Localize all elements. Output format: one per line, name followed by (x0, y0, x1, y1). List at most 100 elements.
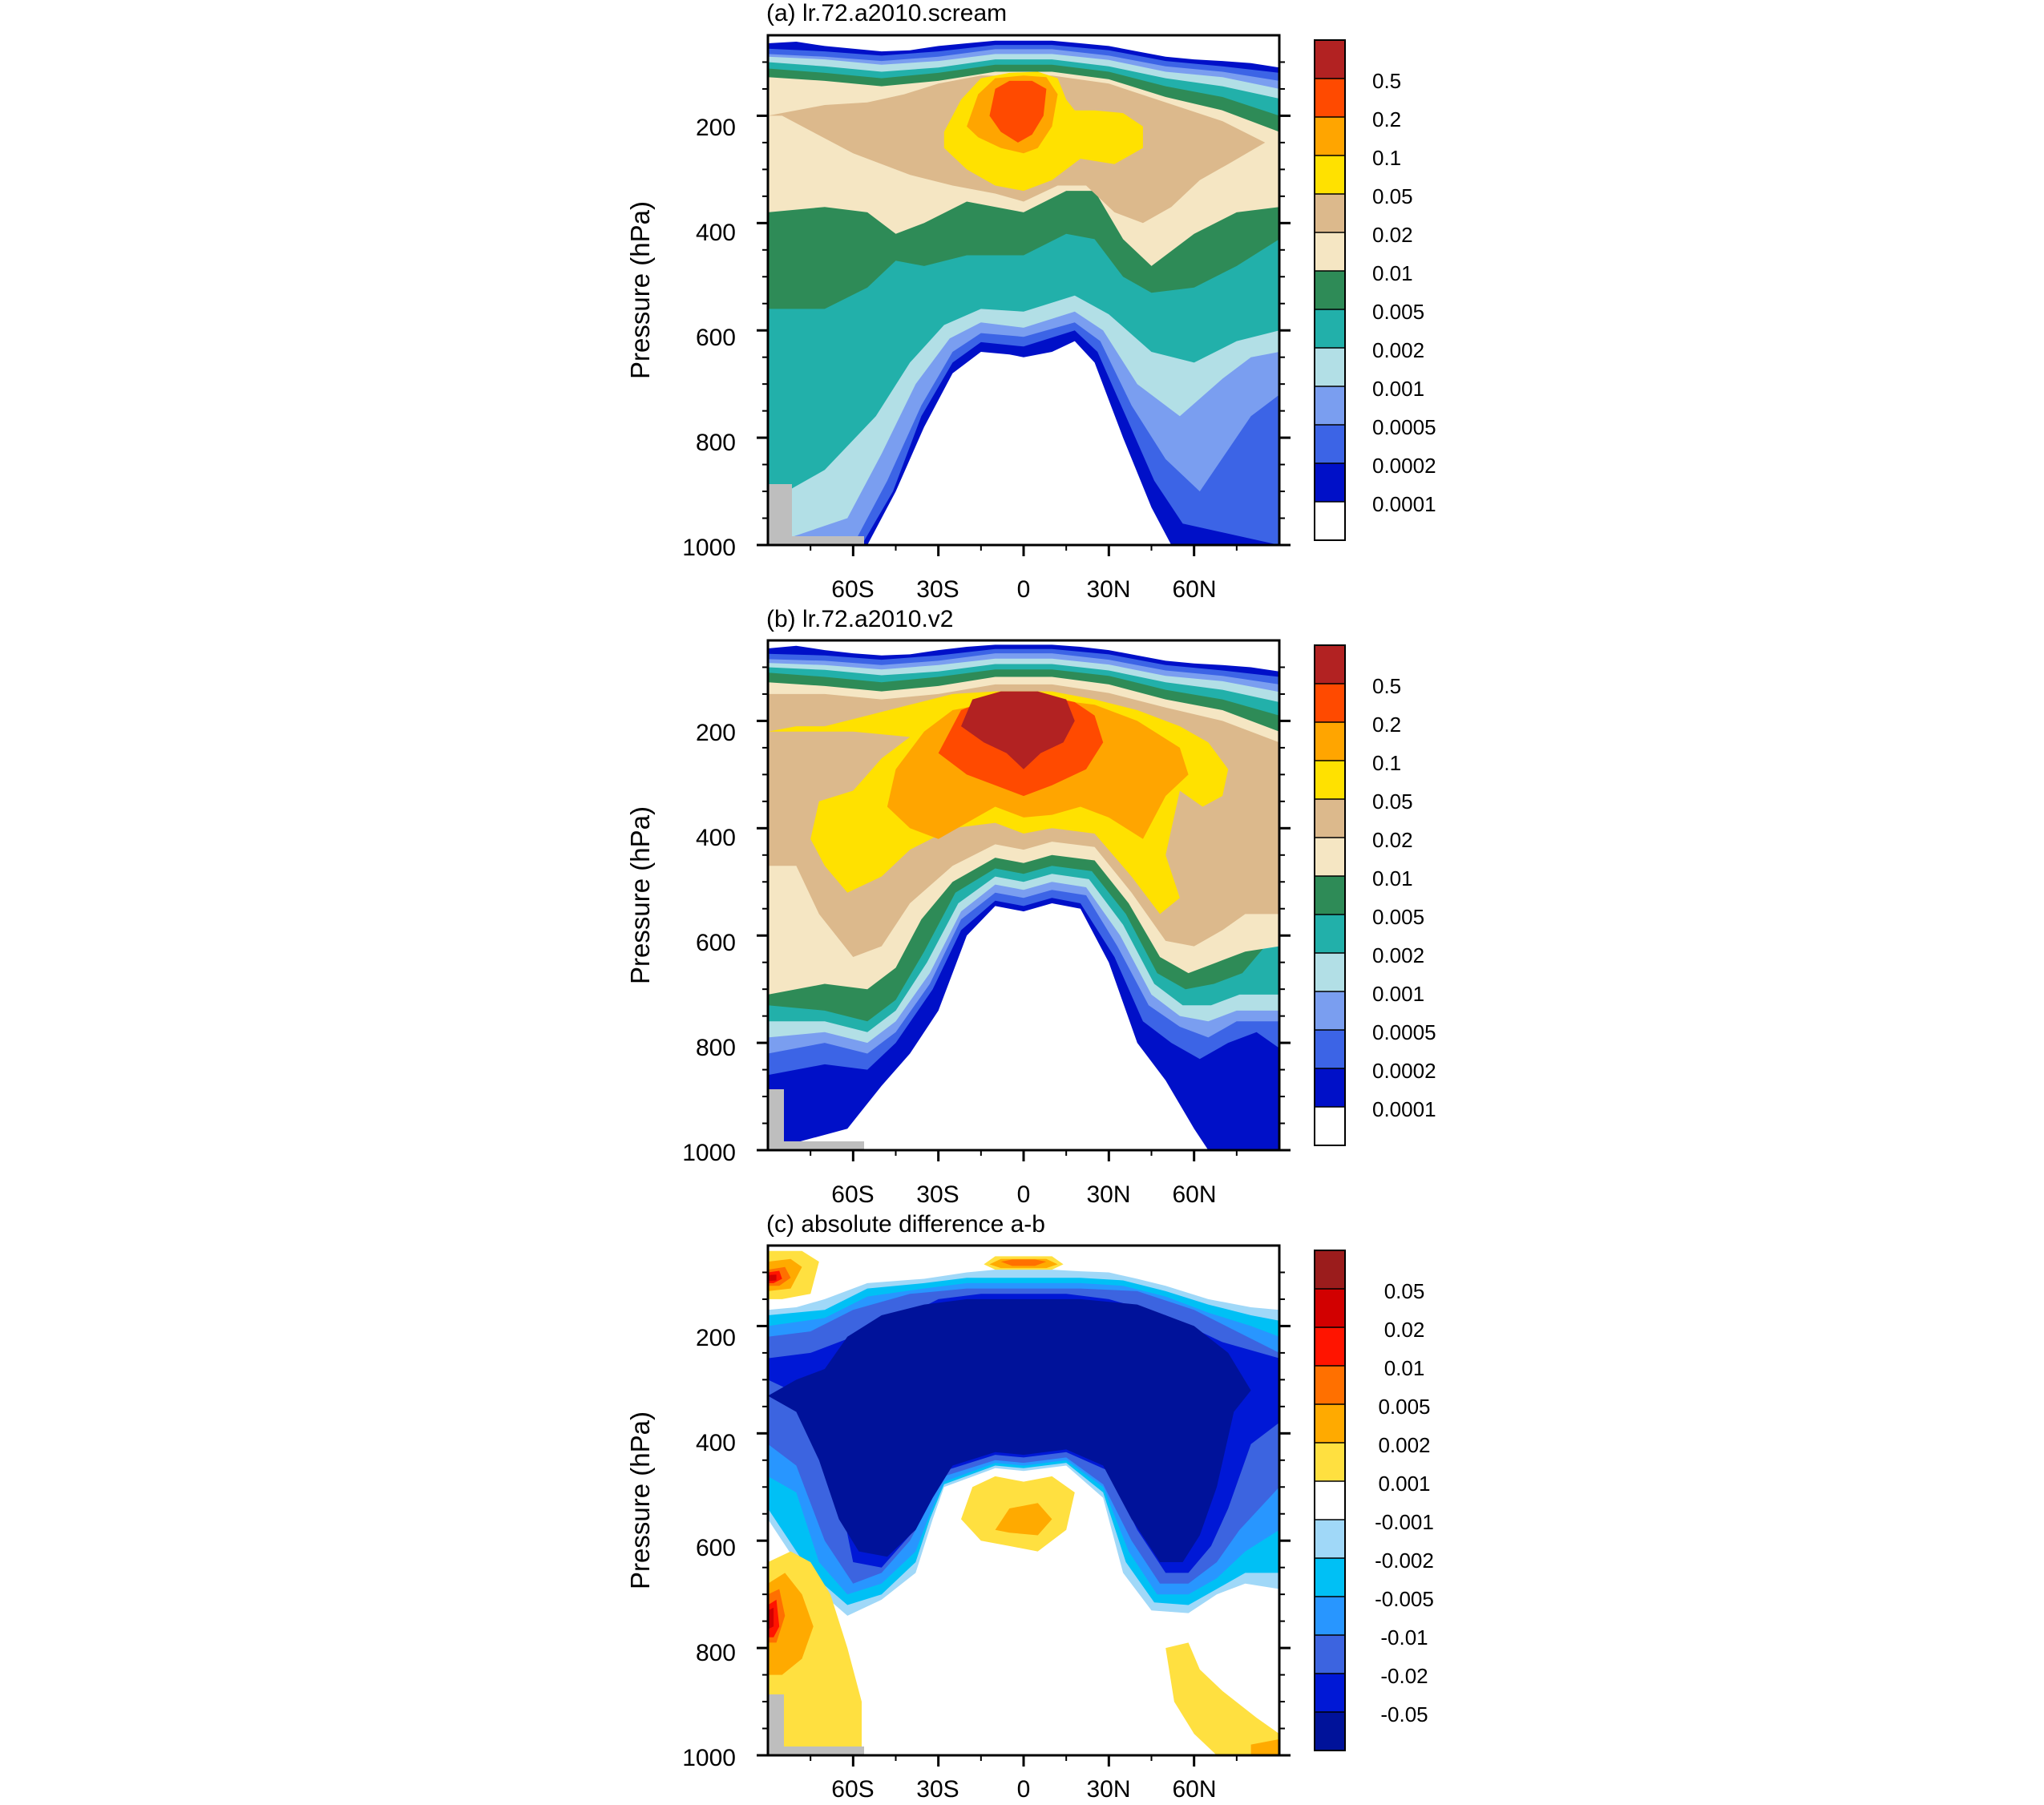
xtick-label: 30N (1086, 1181, 1130, 1208)
colorbar-label: -0.05 (1380, 1702, 1428, 1726)
xtick-label: 0 (1017, 1776, 1031, 1803)
xtick-label: 30S (916, 1776, 959, 1803)
panel-b-ylabel: Pressure (hPa) (625, 806, 655, 984)
colorbar-label: 0.02 (1384, 1318, 1425, 1342)
colorbar-box (1315, 645, 1345, 684)
contour-fill (989, 80, 1047, 143)
colorbar-box (1315, 194, 1345, 232)
xtick-label: 60N (1172, 1181, 1216, 1208)
colorbar-box (1315, 1520, 1345, 1558)
colorbar-label: 0.05 (1372, 789, 1413, 814)
colorbar-label: -0.002 (1375, 1549, 1434, 1573)
panel-c-ylabel: Pressure (hPa) (625, 1411, 655, 1589)
xtick-label: 60S (831, 576, 874, 603)
contour-fill (995, 1503, 1052, 1536)
panel-c-axis-ticks (757, 1271, 1291, 1767)
colorbar-box (1315, 1250, 1345, 1289)
colorbar-box (1315, 722, 1345, 761)
colorbar-box (1315, 1712, 1345, 1750)
colorbar-label: 0.05 (1384, 1279, 1425, 1303)
panel-c-land-mask-bottom (768, 1746, 864, 1755)
colorbar-box (1315, 386, 1345, 425)
ytick-label: 600 (696, 930, 736, 956)
xtick-label: 30N (1086, 1776, 1130, 1803)
colorbar-label: 0.001 (1378, 1472, 1430, 1496)
panel-b-title: (b) lr.72.a2010.v2 (766, 606, 953, 632)
colorbar-box (1315, 1107, 1345, 1145)
colorbar-label: 0.002 (1378, 1433, 1430, 1457)
colorbar-label: -0.02 (1380, 1664, 1428, 1688)
panel-a-title: (a) lr.72.a2010.scream (766, 0, 1007, 26)
xtick-label: 30S (916, 576, 959, 603)
panel-a: (a) lr.72.a2010.scream Pressure (hPa) 20… (625, 0, 1436, 603)
colorbar-box (1315, 915, 1345, 953)
colorbar-label: 0.05 (1372, 184, 1413, 208)
colorbar-box (1315, 348, 1345, 386)
panel-a-land-mask-bottom (768, 536, 864, 545)
colorbar-box (1315, 425, 1345, 463)
colorbar-frame (1314, 1250, 1346, 1751)
panel-b-land-mask (768, 1089, 784, 1150)
colorbar-box (1315, 799, 1345, 838)
colorbar-label: -0.005 (1375, 1587, 1434, 1611)
panel-a-colorbar (1314, 39, 1346, 541)
ytick-label: 400 (696, 1430, 736, 1456)
colorbar-box (1315, 463, 1345, 502)
colorbar-label: -0.01 (1380, 1625, 1428, 1650)
colorbar-box (1315, 838, 1345, 876)
contour-fill (768, 1607, 774, 1629)
panel-b-colorbar-labels: 0.5 0.2 0.1 0.05 0.02 0.01 0.005 0.002 0… (1372, 674, 1436, 1121)
ytick-label: 1000 (682, 1745, 736, 1771)
ytick-label: 800 (696, 430, 736, 456)
panel-c-plot-area (768, 1246, 1279, 1755)
colorbar-box (1315, 1030, 1345, 1068)
colorbar-label: 0.005 (1372, 905, 1424, 929)
colorbar-label: 0.01 (1384, 1356, 1425, 1380)
ytick-label: 200 (696, 1325, 736, 1351)
panel-a-contour-fills (768, 40, 1279, 545)
colorbar-box (1315, 876, 1345, 915)
colorbar-label: 0.5 (1372, 69, 1401, 93)
panel-b-land-mask-bottom (768, 1141, 864, 1150)
panel-b-yticks: 200 400 600 800 1000 (682, 720, 736, 1166)
ytick-label: 1000 (682, 1140, 736, 1166)
colorbar-box (1315, 117, 1345, 155)
colorbar-label: 0.0005 (1372, 415, 1436, 439)
contour-fill (1000, 1259, 1047, 1266)
colorbar-box (1315, 271, 1345, 309)
colorbar-label: 0.001 (1372, 982, 1424, 1006)
panel-b-xticks: 60S 30S 0 30N 60N (831, 1181, 1216, 1208)
colorbar-box (1315, 502, 1345, 540)
panel-c-colorbar (1314, 1250, 1346, 1751)
colorbar-label: 0.5 (1372, 674, 1401, 698)
panel-c-xticks: 60S 30S 0 30N 60N (831, 1776, 1216, 1803)
colorbar-label: 0.0001 (1372, 492, 1436, 516)
panel-b-colorbar (1314, 644, 1346, 1146)
xtick-label: 60N (1172, 1776, 1216, 1803)
colorbar-box (1315, 991, 1345, 1030)
ytick-label: 800 (696, 1035, 736, 1061)
colorbar-label: 0.01 (1372, 261, 1413, 285)
colorbar-box (1315, 1635, 1345, 1674)
colorbar-box (1315, 1366, 1345, 1404)
colorbar-box (1315, 79, 1345, 117)
colorbar-box (1315, 1404, 1345, 1443)
panel-b-plot-area (768, 640, 1279, 1150)
xtick-label: 60S (831, 1181, 874, 1208)
panel-c-colorbar-labels: 0.05 0.02 0.01 0.005 0.002 0.001 -0.001 … (1375, 1279, 1434, 1726)
panel-a-plot-area (768, 35, 1279, 545)
panel-a-ylabel: Pressure (hPa) (625, 201, 655, 379)
xtick-label: 0 (1017, 576, 1031, 603)
colorbar-frame (1314, 644, 1346, 1146)
colorbar-label: 0.2 (1372, 713, 1401, 737)
xtick-label: 30S (916, 1181, 959, 1208)
panel-a-axis-ticks (757, 61, 1291, 556)
colorbar-label: 0.002 (1372, 943, 1424, 967)
contour-fill (1165, 1642, 1279, 1755)
colorbar-box (1315, 1558, 1345, 1597)
colorbar-label: 0.002 (1372, 338, 1424, 362)
ytick-label: 1000 (682, 535, 736, 561)
colorbar-frame (1314, 39, 1346, 541)
panel-b-axis-ticks (757, 666, 1291, 1161)
